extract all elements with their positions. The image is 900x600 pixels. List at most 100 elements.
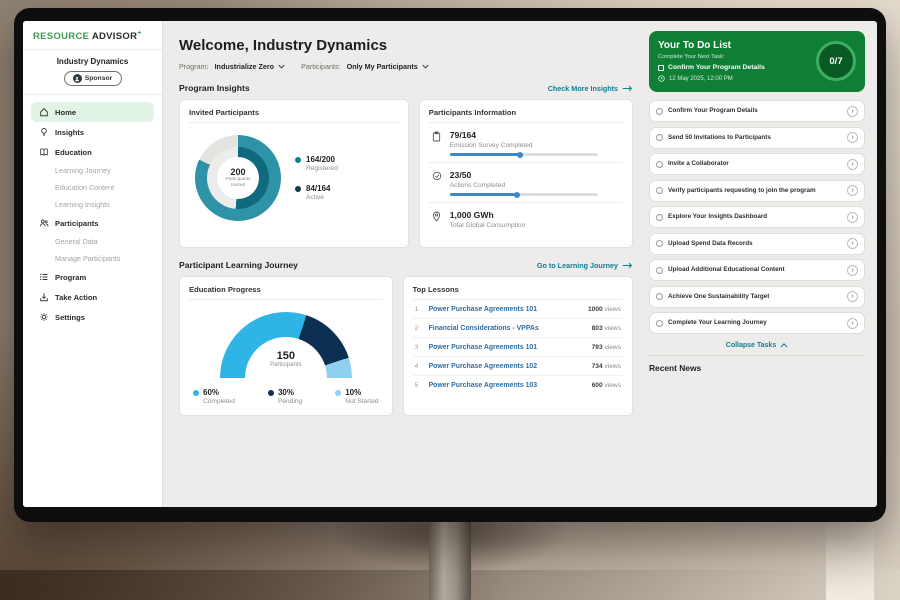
not-started-dot-icon [335,390,342,396]
check-more-insights-link[interactable]: Check More Insights [548,84,633,93]
chevron-right-icon[interactable]: › [847,264,858,276]
sidebar-item-learning-insights[interactable]: Learning Insights [31,196,154,213]
task-checkbox-icon[interactable] [656,160,663,168]
todo-progress-badge: 0/7 [816,41,856,81]
chevron-right-icon[interactable]: › [847,158,858,170]
task-row[interactable]: Verify participants requesting to join t… [649,179,865,202]
sidebar-item-take-action[interactable]: Take Action [31,287,154,307]
task-row[interactable]: Confirm Your Program Details › [649,100,865,122]
legend-item-not-started: 10% Not Started [335,388,379,405]
task-checkbox-icon[interactable] [656,266,663,274]
chevron-right-icon[interactable]: › [847,238,858,249]
actions-completed-label: Actions Completed [449,182,506,189]
chevron-right-icon[interactable]: › [847,185,858,196]
todo-progress-count: 0/7 [829,55,843,67]
lesson-row: 2 Financial Considerations - VPPAs 803 v… [412,319,623,338]
collapse-tasks-button[interactable]: Collapse Tasks [649,339,865,355]
invited-donut: 200 Participants Invited [195,135,281,221]
emission-survey-label: Emission Survey Completed [449,142,533,149]
program-select[interactable]: Industrialize Zero [215,62,286,71]
sidebar-item-education-content[interactable]: Education Content [31,179,154,196]
chevron-right-icon[interactable]: › [847,132,858,143]
lesson-link[interactable]: Power Purchase Agreements 102 [428,362,538,370]
sidebar-item-label: Insights [55,127,85,137]
task-label: Confirm Your Program Details [668,107,758,115]
lesson-link[interactable]: Financial Considerations - VPPAs [428,324,539,332]
todo-header-card: Your To Do List Complete Your Next Task:… [649,31,865,92]
logo-resource: RESOURCE [33,31,90,43]
task-checkbox-icon[interactable] [656,213,663,221]
actions-completed-value: 23/50 [449,170,472,180]
task-row[interactable]: Send 50 Invitations to Participants › [649,126,865,149]
task-row[interactable]: Invite a Collaborator › [649,153,865,175]
sponsor-badge-label: Sponsor [84,75,113,83]
lightbulb-icon [38,127,49,137]
emission-survey-progress-bar [449,151,598,158]
chevron-right-icon[interactable]: › [847,105,858,117]
actions-progress-fill [449,191,520,198]
participants-information-card: Participants Information 79/164 Emission… [418,99,633,248]
chevron-up-icon [780,342,788,347]
program-filter-label: Program: [179,62,209,71]
logo-plus: + [137,30,142,37]
sponsor-badge: Sponsor [63,71,122,87]
home-icon [38,107,49,117]
org-name: Industry Dynamics [56,57,129,67]
sidebar-item-home[interactable]: Home [31,102,154,123]
filters-row: Program: Industrialize Zero Participants… [179,62,633,71]
clock-icon [658,75,665,82]
education-progress-card-title: Education Progress [189,285,383,300]
sidebar: RESOURCE ADVISOR+ Industry Dynamics Spon… [23,21,163,507]
chevron-right-icon[interactable]: › [847,211,858,223]
todo-next-task[interactable]: Confirm Your Program Details [658,64,810,71]
participants-information-card-title: Participants Information [428,108,623,123]
todo-next-task-time: 12 May 2025, 12:00 PM [658,75,810,82]
checkbox-icon[interactable] [658,64,664,71]
task-checkbox-icon[interactable] [656,240,663,247]
task-checkbox-icon[interactable] [656,319,663,327]
chevron-right-icon[interactable]: › [847,291,858,302]
lesson-link[interactable]: Power Purchase Agreements 103 [428,381,538,389]
invited-participants-body: 200 Participants Invited 164/200 Registe… [189,123,399,227]
sidebar-item-label: Take Action [55,292,98,302]
lesson-link[interactable]: Power Purchase Agreements 101 [428,343,538,351]
sidebar-item-label: Home [55,107,77,117]
participants-select[interactable]: Only My Participants [347,62,429,71]
sidebar-item-participants[interactable]: Participants [31,213,154,233]
task-row[interactable]: Upload Additional Educational Content › [649,259,865,281]
sidebar-item-manage-participants[interactable]: Manage Participants [31,250,154,267]
sidebar-item-insights[interactable]: Insights [31,122,154,142]
org-block: Industry Dynamics Sponsor [23,50,162,96]
todo-subtitle: Complete Your Next Task: [658,54,725,60]
task-checkbox-icon[interactable] [656,187,663,194]
lesson-views: 734 views [591,362,621,370]
sidebar-item-education[interactable]: Education [31,142,154,162]
legend-item-active: 84/164 Active [295,184,338,201]
chevron-right-icon[interactable]: › [847,317,858,329]
book-icon [38,147,49,157]
lesson-row: 5 Power Purchase Agreements 103 600 view… [413,376,623,394]
lesson-row: 4 Power Purchase Agreements 102 734 view… [412,357,623,376]
lesson-rank: 5 [414,381,419,389]
task-checkbox-icon[interactable] [656,293,663,300]
lesson-link[interactable]: Power Purchase Agreements 101 [428,305,538,313]
invited-donut-center: 200 Participants Invited [217,157,259,199]
task-row[interactable]: Explore Your Insights Dashboard › [649,206,865,228]
task-label: Upload Additional Educational Content [668,266,785,274]
task-checkbox-icon[interactable] [656,107,663,115]
sidebar-item-settings[interactable]: Settings [31,307,154,327]
task-row[interactable]: Achieve One Sustainability Target › [649,285,865,308]
program-insights-section-header: Program Insights Check More Insights [179,83,633,93]
task-row[interactable]: Complete Your Learning Journey › [649,312,865,334]
task-row[interactable]: Upload Spend Data Records › [649,232,865,255]
recent-news-header: Recent News [649,354,865,373]
go-to-learning-journey-link[interactable]: Go to Learning Journey [537,261,633,270]
sidebar-item-learning-journey[interactable]: Learning Journey [31,162,154,179]
learning-cards-row: Education Progress 150 Participants 60% [179,276,633,416]
sidebar-item-program[interactable]: Program [31,267,154,287]
task-checkbox-icon[interactable] [656,134,663,141]
todo-panel: Your To Do List Complete Your Next Task:… [645,21,877,507]
sidebar-item-general-data[interactable]: General Data [31,233,154,250]
arrow-right-icon [622,262,633,268]
lesson-views: 600 views [591,381,621,389]
